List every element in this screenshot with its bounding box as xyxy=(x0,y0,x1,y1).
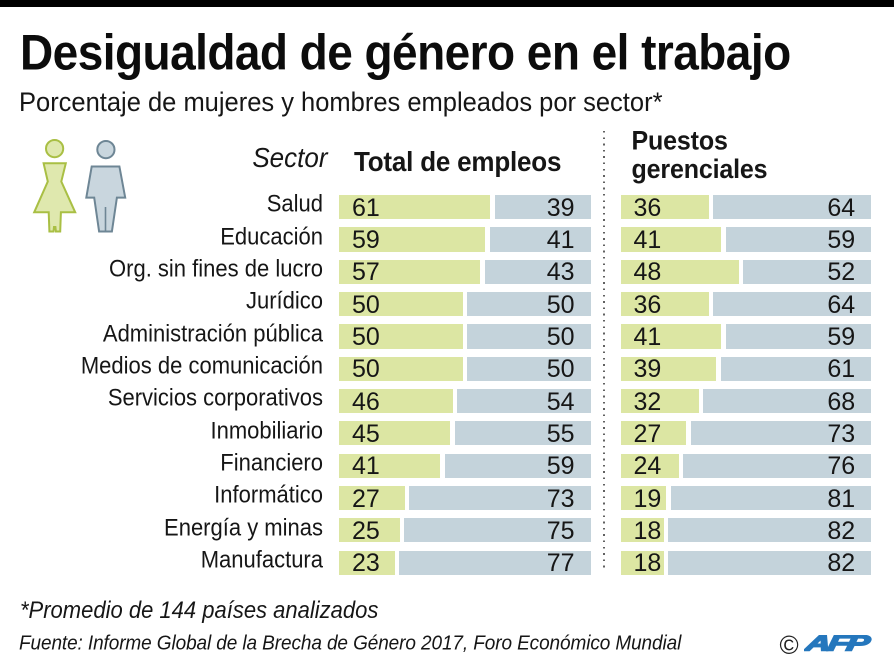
svg-text:AFP: AFP xyxy=(804,635,873,655)
